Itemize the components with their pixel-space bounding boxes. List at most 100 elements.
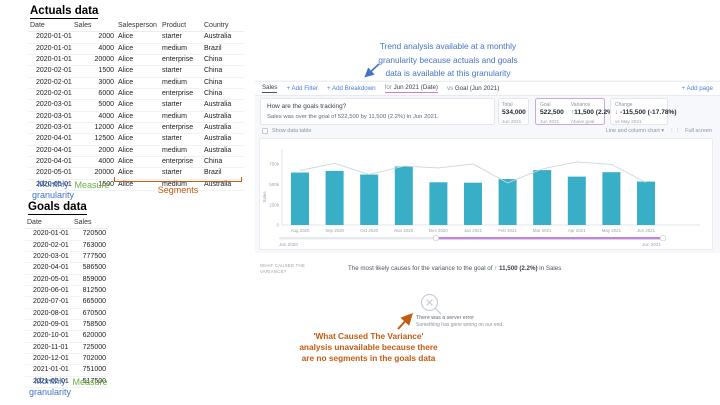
goals-cell: 2020-10-01	[25, 331, 72, 343]
segments-bracket	[114, 177, 242, 182]
show-data-table-label: Show data table	[272, 128, 312, 134]
actuals-cell: Alice	[116, 157, 160, 169]
variance-column: Variance ↑11,500 (2.2%) Above goal	[570, 102, 615, 124]
show-data-table-checkbox[interactable]	[262, 128, 268, 134]
bar-aug-2020[interactable]	[291, 172, 309, 225]
error-detail: Something has gone wrong on our end.	[416, 322, 504, 328]
x-tick-label: Nov 2020	[394, 228, 413, 233]
actuals-cell: medium	[160, 78, 202, 90]
change-value: ↓ -115,500 (-17.78%)	[615, 109, 677, 117]
actuals-cell: Alice	[116, 112, 160, 124]
actuals-cell: enterprise	[160, 123, 202, 135]
range-handle-left[interactable]	[432, 235, 440, 241]
actuals-cell: 2020-03-01	[28, 123, 72, 135]
actuals-cell: starter	[160, 100, 202, 112]
goals-granularity-note: Monthly granularity	[28, 376, 72, 397]
actuals-cell: Alice	[116, 89, 160, 101]
total-period: Jun 2021	[502, 119, 522, 124]
actuals-cell: starter	[160, 66, 202, 78]
bar-dec-2020[interactable]	[429, 182, 448, 225]
goals-cell: 2020-11-01	[25, 343, 72, 355]
actuals-cell: 2020-04-01	[28, 134, 72, 146]
bi-app-screenshot: Sales + Add Filter + Add Breakdown for J…	[255, 80, 720, 342]
full-screen-button[interactable]: Full screen	[685, 128, 712, 134]
actuals-cell: 2020-04-01	[28, 146, 72, 158]
bar-feb-2021[interactable]	[498, 179, 517, 225]
actuals-cell: 1500	[72, 180, 116, 192]
goals-cell: 777500	[72, 252, 108, 264]
actuals-cell: 2020-01-01	[28, 44, 72, 56]
goals-cell: 2020-02-01	[25, 241, 72, 253]
bar-oct-2020[interactable]	[360, 174, 379, 225]
goals-cell: 586500	[72, 263, 108, 275]
date-scope-chip[interactable]: for Jun 2021 (Date)	[384, 84, 438, 93]
headline-value: 11,500 (2.2%)	[499, 265, 538, 272]
actuals-cell: 2020-01-01	[28, 32, 72, 44]
total-value: 534,000	[502, 109, 526, 116]
kpi-total-card: Total 534,000 Jun 2021	[498, 98, 529, 125]
actuals-cell: Alice	[116, 100, 160, 112]
actuals-cell: 2020-05-01	[28, 180, 72, 192]
server-error-icon	[420, 293, 442, 315]
change-down-icon: ↓	[615, 109, 619, 116]
actuals-cell: 12000	[72, 123, 116, 135]
add-filter-button[interactable]: + Add Filter	[286, 85, 318, 92]
actuals-cell: Alice	[116, 146, 160, 158]
actuals-table: Date Sales Salesperson Product Country 2020-0…	[28, 21, 244, 192]
goal-line	[299, 161, 647, 184]
goals-cell: 2020-07-01	[25, 297, 72, 309]
chevron-down-icon: ▾	[661, 128, 665, 134]
bar-apr-2021[interactable]	[567, 176, 586, 225]
actuals-header-date: Date	[28, 21, 72, 33]
chart-type-dropdown[interactable]: Line and column chart ▾	[606, 128, 664, 134]
actuals-cell: starter	[160, 168, 202, 180]
actuals-cell: China	[202, 66, 244, 78]
actuals-cell: Alice	[116, 78, 160, 90]
actuals-header-country: Country	[202, 21, 244, 33]
tab-sales[interactable]: Sales	[262, 84, 278, 93]
x-tick-label: May 2021	[602, 228, 622, 233]
segments-note: Segments	[157, 185, 199, 195]
actuals-cell: 12500	[72, 134, 116, 146]
vs-goal-chip[interactable]: vs Goal (Jun 2021)	[447, 85, 499, 92]
actuals-cell: starter	[160, 134, 202, 146]
bar-jan-2021[interactable]	[464, 182, 482, 225]
actuals-cell: Brazil	[202, 44, 244, 56]
actuals-cell: Alice	[116, 66, 160, 78]
bar-mar-2021[interactable]	[533, 170, 552, 225]
total-label: Total	[502, 102, 513, 108]
x-tick-label: Mar 2021	[533, 228, 552, 233]
range-scrollbar-selection[interactable]	[436, 237, 663, 240]
actuals-cell: 2000	[72, 32, 116, 44]
x-tick-label: Feb 2021	[498, 228, 517, 233]
variance-label: Variance	[570, 102, 591, 108]
actuals-cell: starter	[160, 32, 202, 44]
range-handle-right[interactable]	[659, 235, 667, 241]
actuals-title: Actuals data	[30, 5, 99, 19]
actuals-cell: China	[202, 78, 244, 90]
add-page-button[interactable]: + Add page	[681, 85, 713, 92]
actuals-cell: Alice	[116, 123, 160, 135]
add-breakdown-button[interactable]: + Add Breakdown	[326, 85, 376, 92]
bar-jun-2021[interactable]	[637, 181, 655, 225]
bar-sep-2020[interactable]	[325, 170, 344, 225]
chart-type-label: Line and column chart	[605, 128, 660, 134]
actuals-cell: Brazil	[202, 168, 244, 180]
x-tick-label: Aug 2020	[291, 228, 310, 233]
bar-nov-2020[interactable]	[394, 166, 413, 225]
bar-may-2021[interactable]	[602, 172, 621, 225]
goals-cell: 2021-02-01	[25, 377, 72, 389]
for-label: for	[384, 84, 392, 91]
drag-handle-icon[interactable]: ⋮⋮	[669, 128, 681, 134]
goals-measure-note: Measure	[72, 377, 108, 387]
goals-cell: 2021-01-01	[25, 365, 72, 377]
goals-cell: 725000	[72, 343, 108, 355]
actuals-cell: Australia	[202, 100, 244, 112]
goals-cell: 2020-12-01	[25, 354, 72, 366]
actuals-measure-note: Measure	[74, 180, 110, 190]
kpi-goal-variance-card: Goal 522,500 Jun 2021 Variance ↑11,500 (…	[535, 98, 615, 125]
actuals-header-sales: Sales	[72, 21, 116, 33]
actuals-cell: Alice	[116, 180, 160, 192]
variance-value: ↑11,500 (2.2%)	[571, 109, 615, 117]
actuals-cell: 2020-04-01	[28, 157, 72, 169]
